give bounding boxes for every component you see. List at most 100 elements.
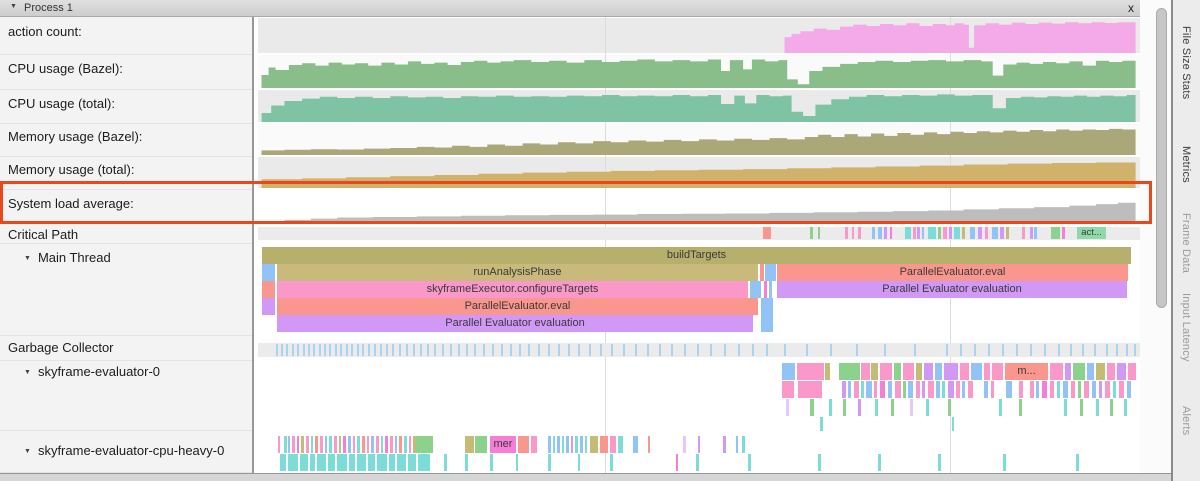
critical-path-slice[interactable] [818, 227, 820, 239]
critical-path-slice[interactable] [943, 227, 947, 239]
critical-path-slice[interactable] [962, 227, 965, 239]
critical-path-slice[interactable] [928, 227, 936, 239]
evaluator0-slice[interactable] [944, 363, 958, 380]
gc-tick[interactable] [399, 344, 401, 356]
critical-path-slice[interactable] [1051, 227, 1060, 239]
main-thread-slice[interactable] [262, 264, 275, 281]
critical-path-slice[interactable] [970, 227, 975, 239]
cpu-heavy-slice[interactable] [389, 454, 395, 471]
gc-tick[interactable] [1116, 344, 1118, 356]
evaluator0-slice[interactable] [798, 381, 822, 398]
gc-tick[interactable] [442, 344, 444, 356]
evaluator0-slice[interactable] [810, 399, 814, 416]
gc-tick[interactable] [538, 344, 540, 356]
cpu-heavy-slice[interactable] [377, 454, 387, 471]
gc-tick[interactable] [710, 344, 712, 356]
cpu-heavy-slice[interactable] [329, 436, 332, 453]
critical-path-slice[interactable] [1000, 227, 1004, 239]
evaluator0-slice[interactable] [936, 381, 940, 398]
cpu-heavy-slice[interactable] [490, 454, 493, 471]
gc-tick[interactable] [286, 344, 288, 356]
gc-tick[interactable] [1082, 344, 1084, 356]
evaluator0-slice[interactable] [1096, 363, 1105, 380]
cpu-heavy-slice[interactable] [557, 436, 560, 453]
gc-tick[interactable] [738, 344, 740, 356]
cpu-heavy-slice[interactable] [328, 454, 335, 471]
evaluator0-slice[interactable] [922, 381, 925, 398]
cpu-heavy-slice[interactable] [300, 454, 308, 471]
cpu-heavy-slice[interactable] [938, 454, 941, 471]
cpu-heavy-slice[interactable] [408, 454, 416, 471]
counter-chart-sys-load[interactable] [258, 192, 1140, 221]
evaluator0-slice[interactable] [1107, 363, 1115, 380]
evaluator0-slice[interactable] [797, 363, 824, 380]
cpu-heavy-slice[interactable] [683, 436, 686, 453]
critical-path-slice[interactable] [878, 227, 882, 239]
gc-tick[interactable] [988, 344, 990, 356]
cpu-heavy-slice[interactable] [390, 436, 393, 453]
cpu-heavy-slice[interactable] [696, 454, 699, 471]
cpu-heavy-slice[interactable] [633, 436, 638, 453]
gc-tick[interactable] [600, 344, 602, 356]
garbage-collector-track[interactable] [258, 343, 1140, 357]
counter-chart-cpu-bazel[interactable] [258, 57, 1140, 88]
main-thread-slice-labeled[interactable]: Parallel Evaluator evaluation [277, 315, 753, 332]
evaluator0-slice[interactable] [1078, 381, 1081, 398]
tab-input-latency[interactable]: Input Latency [1180, 293, 1192, 362]
evaluator0-slice[interactable] [874, 381, 877, 398]
cpu-heavy-slice[interactable] [736, 436, 738, 453]
cpu-heavy-slice[interactable] [278, 436, 280, 453]
cpu-heavy-slice[interactable] [475, 436, 487, 453]
evaluator0-slice[interactable] [1128, 363, 1136, 380]
tab-alerts[interactable]: Alerts [1180, 406, 1192, 436]
cpu-heavy-slice[interactable] [288, 436, 290, 453]
cpu-heavy-slice-labeled[interactable]: mer [490, 436, 516, 453]
gc-tick[interactable] [346, 344, 348, 356]
gc-tick[interactable] [427, 344, 429, 356]
cpu-heavy-slice[interactable] [310, 454, 315, 471]
cpu-heavy-slice[interactable] [516, 454, 518, 471]
collapse-triangle-icon[interactable]: ▼ [24, 448, 31, 455]
gc-tick[interactable] [974, 344, 976, 356]
cpu-heavy-slice[interactable] [590, 436, 598, 453]
cpu-heavy-slice[interactable] [381, 436, 383, 453]
critical-path-slice[interactable] [985, 227, 988, 239]
cpu-heavy-slice[interactable] [571, 436, 573, 453]
evaluator0-slice[interactable] [984, 363, 990, 380]
critical-path-slice[interactable] [852, 227, 854, 239]
gc-tick[interactable] [357, 344, 359, 356]
evaluator0-slice[interactable] [1050, 363, 1063, 380]
cpu-heavy-slice[interactable] [600, 436, 608, 453]
cpu-heavy-slice[interactable] [343, 436, 346, 453]
evaluator0-slice[interactable] [875, 399, 878, 416]
cpu-heavy-slice[interactable] [465, 436, 474, 453]
gc-tick[interactable] [884, 344, 886, 356]
evaluator0-slice[interactable] [1073, 363, 1085, 380]
cpu-heavy-slice[interactable] [399, 436, 402, 453]
cpu-heavy-slice[interactable] [288, 454, 298, 471]
evaluator0-slice[interactable] [1092, 381, 1096, 398]
evaluator0-slice[interactable] [888, 381, 892, 398]
evaluator0-slice[interactable] [926, 399, 929, 416]
main-thread-slice-labeled[interactable]: Parallel Evaluator evaluation [777, 281, 1127, 298]
gc-tick[interactable] [1094, 344, 1096, 356]
gc-tick[interactable] [483, 344, 485, 356]
evaluator0-slice[interactable] [820, 417, 823, 431]
vertical-scrollbar-thumb[interactable] [1156, 8, 1167, 308]
evaluator0-slice[interactable] [894, 363, 901, 380]
evaluator0-slice[interactable] [1117, 363, 1126, 380]
gc-tick[interactable] [1016, 344, 1018, 356]
vertical-scrollbar[interactable] [1140, 0, 1171, 473]
cpu-heavy-slice[interactable] [585, 436, 587, 453]
gc-tick[interactable] [466, 344, 468, 356]
evaluator0-slice[interactable] [880, 363, 892, 380]
evaluator0-slice[interactable] [880, 381, 885, 398]
evaluator0-slice[interactable] [866, 381, 872, 398]
gc-tick[interactable] [752, 344, 754, 356]
critical-path-slice[interactable] [954, 227, 960, 239]
counter-chart-action-count[interactable] [258, 20, 1140, 53]
cpu-heavy-slice[interactable] [280, 454, 286, 471]
evaluator0-slice[interactable] [861, 381, 864, 398]
gc-tick[interactable] [458, 344, 460, 356]
evaluator0-slice[interactable] [1071, 381, 1075, 398]
